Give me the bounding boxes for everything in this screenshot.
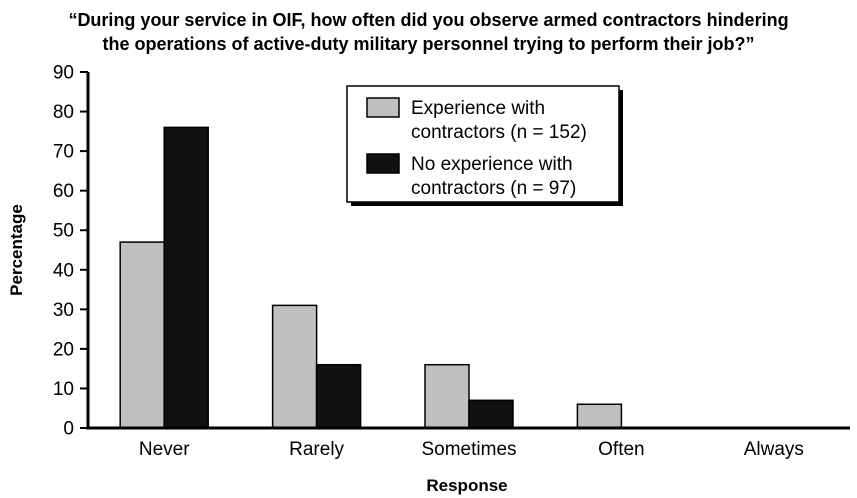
y-tick-label: 20	[53, 339, 74, 360]
x-tick-label: Sometimes	[421, 439, 516, 460]
bar-sometimes-series-2	[468, 399, 514, 429]
chart-axes: Never Rarely Sometimes Often Always 0 10 20 30 40…	[7, 63, 850, 495]
bar-rarely-series-2	[315, 363, 362, 429]
bar-often-series-1	[576, 403, 623, 429]
chart-title-line-1: “During your service in OIF, how often d…	[68, 10, 789, 30]
chart-title-line-2: the operations of active-duty military p…	[102, 34, 755, 54]
y-tick-label: 30	[53, 300, 74, 321]
y-tick-label: 0	[63, 419, 74, 440]
y-tick-label: 90	[53, 63, 74, 84]
legend-label-series-2: No experience with	[411, 154, 573, 175]
y-tick-label: 80	[53, 102, 74, 123]
chart-title: “During your service in OIF, how often d…	[0, 8, 857, 56]
legend-label-series-2: contractors (n = 97)	[411, 178, 576, 199]
legend-label-series-1: Experience with	[411, 98, 545, 119]
y-axis-title: Percentage	[7, 204, 26, 296]
x-tick-label: Always	[744, 439, 804, 460]
bar-rarely-series-1	[271, 304, 318, 429]
chart-marks	[119, 126, 623, 429]
y-tick-label: 50	[53, 221, 74, 242]
y-tick-label: 60	[53, 181, 74, 202]
y-tick-label: 70	[53, 142, 74, 163]
y-tick-label: 10	[53, 379, 74, 400]
x-axis-title: Response	[426, 476, 507, 495]
legend-swatch-series-2	[366, 153, 400, 174]
legend-label-series-1: contractors (n = 152)	[411, 122, 587, 143]
bar-never-series-1	[119, 241, 165, 429]
x-tick-label: Rarely	[289, 439, 344, 460]
x-tick-label: Never	[139, 439, 190, 460]
chart-legend: Experience with contractors (n = 152) No e…	[346, 85, 623, 206]
legend-swatch-series-1	[366, 97, 400, 118]
x-tick-label: Often	[598, 439, 644, 460]
y-tick-label: 40	[53, 260, 74, 281]
bar-sometimes-series-1	[424, 363, 470, 429]
bar-never-series-2	[163, 126, 209, 429]
